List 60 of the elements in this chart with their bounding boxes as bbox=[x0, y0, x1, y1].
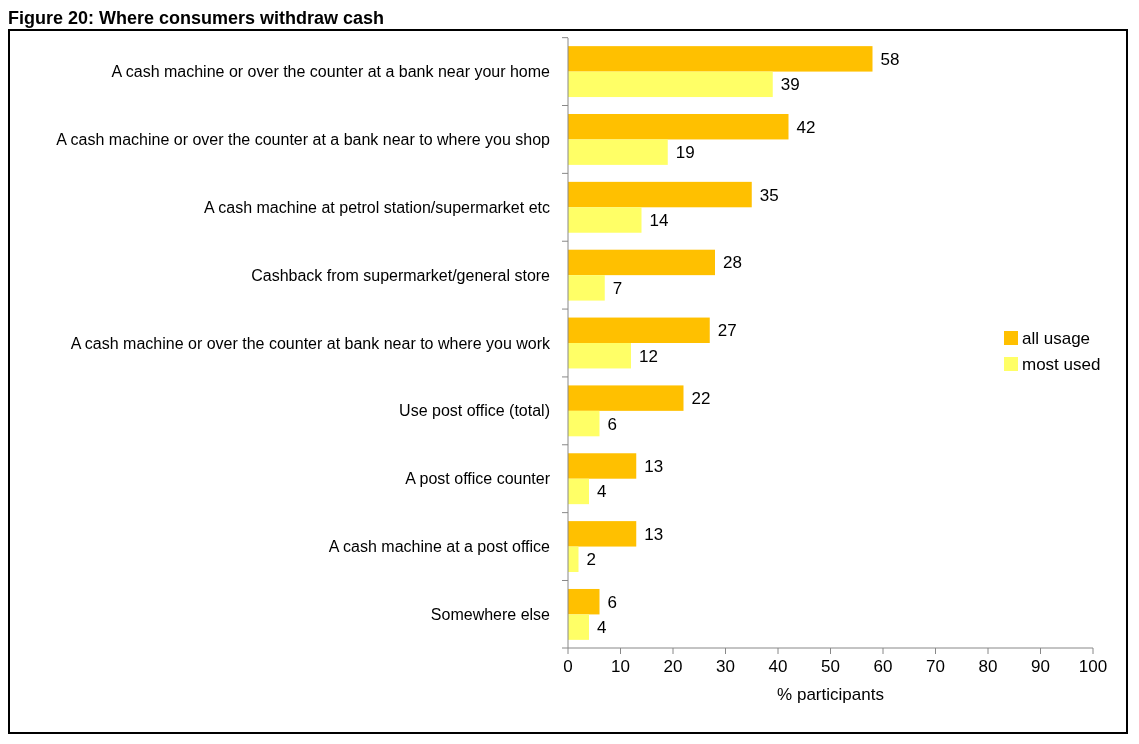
bar bbox=[568, 71, 773, 98]
data-label: 12 bbox=[639, 346, 658, 366]
x-tick-label: 0 bbox=[563, 657, 573, 676]
data-label: 35 bbox=[759, 185, 779, 205]
x-tick-label: 90 bbox=[1031, 657, 1050, 676]
bar bbox=[568, 385, 684, 411]
data-label: 58 bbox=[880, 49, 900, 69]
data-label: 2 bbox=[586, 550, 596, 570]
x-tick-label: 60 bbox=[873, 657, 893, 676]
bar bbox=[568, 181, 752, 208]
data-label: 7 bbox=[612, 278, 623, 298]
bar bbox=[568, 275, 605, 301]
legend-label: all usage bbox=[1022, 328, 1091, 348]
data-label: 28 bbox=[723, 253, 742, 273]
y-tick-label: A cash machine at a post office bbox=[328, 538, 551, 556]
data-label: 22 bbox=[691, 389, 711, 409]
data-label: 27 bbox=[717, 321, 737, 341]
text: Figure 20: Where consumers withdraw cash bbox=[8, 8, 385, 28]
x-tick-label: 100 bbox=[1078, 657, 1108, 676]
x-axis-title: % participants bbox=[777, 685, 884, 704]
x-tick-label: 30 bbox=[716, 657, 735, 676]
data-label: 19 bbox=[675, 143, 695, 163]
data-label: 14 bbox=[649, 210, 669, 230]
data-label: 6 bbox=[607, 414, 617, 434]
bar bbox=[568, 588, 600, 615]
legend-label: most used bbox=[1022, 354, 1101, 374]
bar bbox=[568, 410, 600, 437]
x-tick-label: 50 bbox=[821, 657, 840, 676]
y-tick-label: A cash machine or over the counter at a bank near to where you shop bbox=[56, 131, 551, 149]
y-tick-label: A cash machine or over the counter at bank near to where you work bbox=[70, 334, 551, 352]
bar bbox=[568, 614, 589, 640]
y-tick-label: Use post office (total) bbox=[399, 402, 550, 420]
x-tick-label: 10 bbox=[611, 657, 630, 676]
data-label: 42 bbox=[796, 117, 816, 137]
data-label: 6 bbox=[607, 592, 617, 612]
bar bbox=[568, 478, 589, 505]
x-tick-label: 70 bbox=[926, 657, 945, 676]
data-label: 39 bbox=[780, 75, 800, 95]
bar bbox=[568, 46, 873, 72]
data-label: 13 bbox=[644, 456, 664, 476]
bar bbox=[568, 207, 642, 233]
bar bbox=[568, 249, 715, 276]
bar bbox=[568, 343, 631, 369]
data-label: 4 bbox=[597, 618, 607, 638]
x-tick-label: 20 bbox=[663, 657, 683, 676]
y-tick-label: Cashback from supermarket/general store bbox=[251, 266, 551, 284]
x-tick-label: 80 bbox=[978, 657, 998, 676]
bar bbox=[568, 453, 637, 479]
data-label: 4 bbox=[597, 482, 607, 502]
bar bbox=[568, 521, 637, 547]
x-tick-label: 40 bbox=[768, 657, 788, 676]
y-tick-label: A cash machine at petrol station/supermarket etc bbox=[204, 198, 550, 216]
bar bbox=[568, 114, 789, 140]
y-tick-label: A cash machine or over the counter at a bank near your home bbox=[111, 63, 551, 81]
y-tick-label: A post office counter bbox=[405, 470, 551, 488]
data-label: 13 bbox=[644, 524, 664, 544]
bar bbox=[568, 139, 668, 165]
bar bbox=[568, 317, 710, 343]
bar bbox=[568, 546, 579, 572]
y-tick-label: Somewhere else bbox=[430, 606, 551, 624]
